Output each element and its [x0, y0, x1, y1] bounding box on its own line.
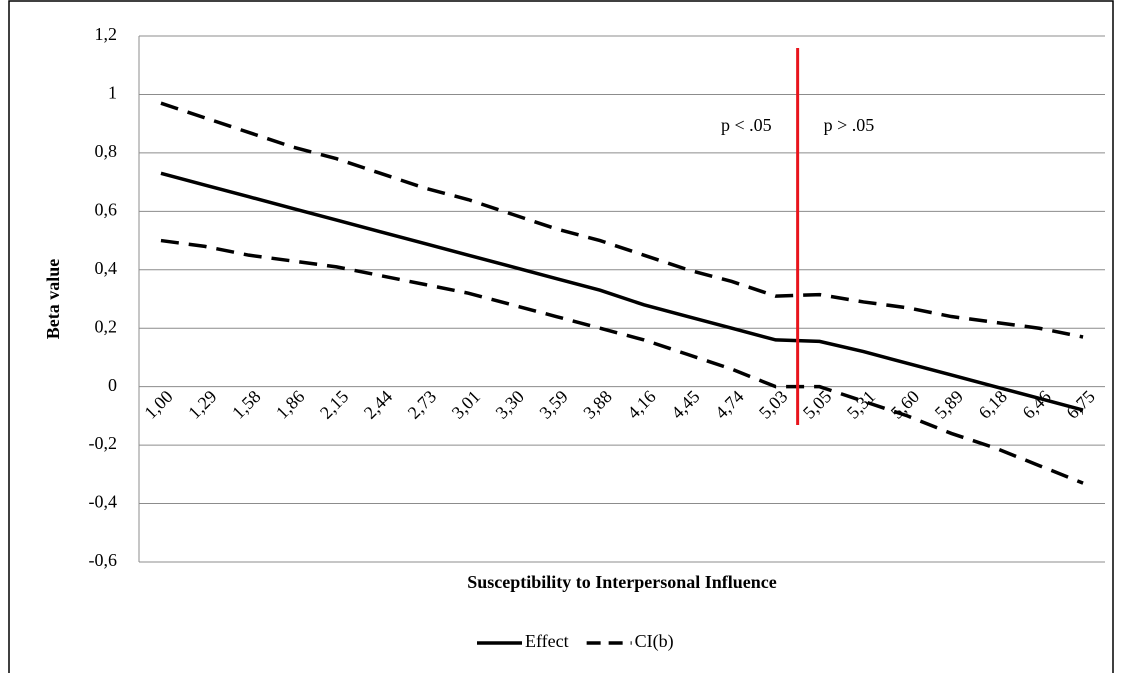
- x-tick-label: 2,15: [316, 386, 352, 422]
- x-tick-label: 1,29: [184, 386, 220, 422]
- x-tick-label: 2,73: [404, 386, 440, 422]
- legend-label: Effect: [525, 631, 569, 651]
- y-tick-label: 0,2: [95, 316, 118, 336]
- y-tick-label: -0,6: [89, 550, 118, 570]
- x-tick-label: 6,46: [1018, 386, 1054, 422]
- x-tick-label: 5,60: [887, 386, 923, 422]
- y-axis-label: Beta value: [43, 259, 63, 340]
- legend-label: CI(b): [635, 631, 674, 652]
- x-tick-label: 3,01: [448, 386, 484, 422]
- y-tick-label: 1,2: [95, 24, 118, 44]
- x-tick-label: 1,58: [228, 386, 264, 422]
- x-tick-label: 5,89: [931, 386, 967, 422]
- y-tick-label: 1: [108, 83, 117, 103]
- x-tick-label: 4,45: [667, 386, 703, 422]
- x-tick-label: 4,16: [623, 386, 659, 422]
- line-series: [160, 171, 1084, 412]
- y-tick-label: -0,4: [89, 492, 118, 512]
- annotation: p > .05: [824, 115, 875, 135]
- frame: [8, 0, 1114, 673]
- x-tick-label: 6,18: [975, 386, 1011, 422]
- y-tick-label: 0,4: [95, 258, 118, 278]
- annotation: p < .05: [721, 115, 772, 135]
- y-tick-label: 0: [108, 375, 117, 395]
- x-tick-label: 3,30: [492, 386, 528, 422]
- y-tick-label: -0,2: [89, 433, 118, 453]
- y-tick-label: 0,6: [95, 199, 118, 219]
- x-tick-label: 1,00: [140, 386, 176, 422]
- x-tick-label: 4,74: [711, 386, 747, 422]
- x-tick-label: 3,88: [579, 386, 615, 422]
- line-series: [160, 101, 1084, 339]
- x-tick-label: 5,03: [755, 386, 791, 422]
- x-tick-label: 3,59: [535, 386, 571, 422]
- line-series: [160, 238, 1084, 485]
- x-tick-label: 1,86: [272, 386, 308, 422]
- y-tick-label: 0,8: [95, 141, 118, 161]
- x-tick-label: 2,44: [360, 386, 396, 422]
- x-axis-label: Susceptibility to Interpersonal Influenc…: [467, 572, 777, 592]
